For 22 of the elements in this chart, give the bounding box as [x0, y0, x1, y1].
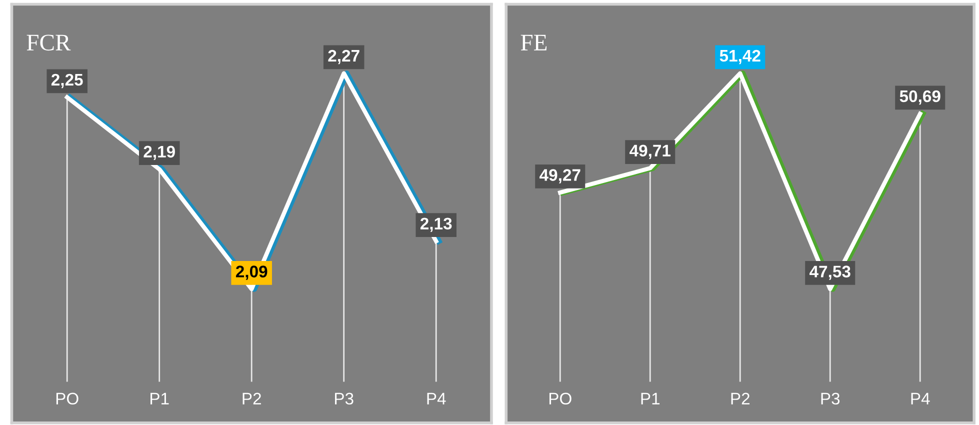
data-label: 2,19 — [144, 146, 175, 160]
x-tick-label: P3 — [821, 392, 840, 405]
data-label: 2,27 — [328, 50, 360, 64]
x-tick-label: P1 — [641, 392, 660, 404]
data-label: 2,09 — [236, 266, 268, 280]
x-tick-label: P4 — [911, 392, 930, 404]
chart-title: FCR — [26, 34, 71, 51]
x-tick-label: P4 — [427, 392, 446, 404]
x-tick-label: P2 — [731, 392, 750, 404]
x-tick-label: P1 — [150, 392, 169, 404]
x-tick-label: PO — [56, 392, 78, 405]
x-tick-label: P2 — [242, 392, 261, 404]
x-tick-label: P3 — [335, 392, 354, 405]
data-label: 47,53 — [810, 266, 850, 280]
x-tick-label: PO — [549, 392, 572, 405]
data-label: 50,69 — [900, 90, 940, 105]
data-label: 2,13 — [420, 218, 452, 232]
data-label: 51,42 — [720, 50, 760, 64]
data-label: 49,71 — [630, 144, 671, 159]
chart-title: FE — [520, 34, 547, 50]
data-label: 49,27 — [540, 169, 580, 184]
data-label: 2,25 — [51, 74, 83, 88]
